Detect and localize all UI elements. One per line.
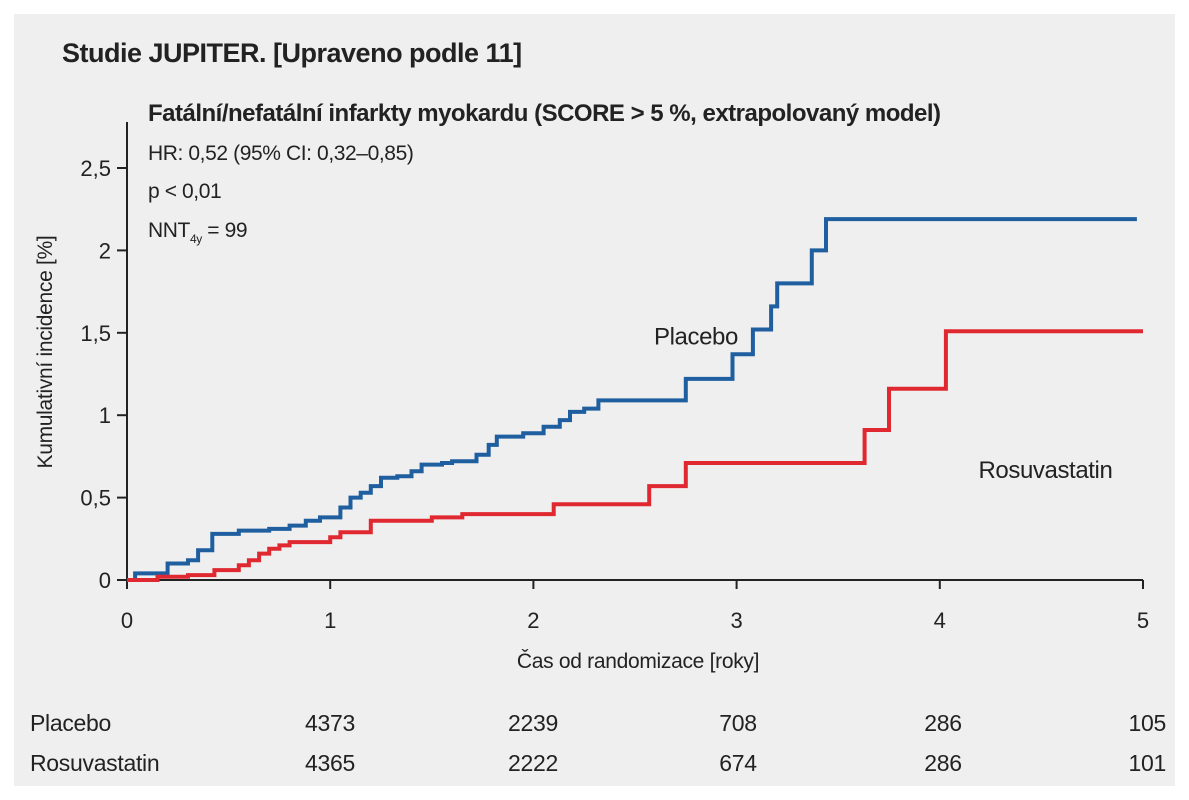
x-tick-label: 2	[527, 608, 539, 633]
number-at-risk-table: Placebo 4373 2239 708 286 105 Rosuvastatin 4365…	[30, 710, 1166, 776]
y-tick-label: 1,5	[80, 321, 111, 346]
series-lines	[127, 217, 1143, 582]
chart-subtitle: Fatální/nefatální infarkty myokardu (SCO…	[148, 100, 941, 127]
x-tick-label: 3	[730, 608, 742, 633]
nnt-value: NNT4y = 99	[148, 219, 247, 246]
y-tick-label: 2,5	[80, 156, 111, 181]
x-tick-label: 4	[934, 608, 946, 633]
risk-row-label-rosuvastatin: Rosuvastatin	[30, 750, 159, 776]
x-ticks: 0 1 2 3 4 5	[121, 580, 1149, 633]
chart-title: Studie JUPITER. [Upraveno podle 11]	[62, 38, 522, 68]
y-tick-label: 0	[99, 568, 111, 593]
hazard-ratio: HR: 0,52 (95% CI: 0,32–0,85)	[148, 142, 413, 165]
x-tick-label: 1	[324, 608, 336, 633]
risk-value-rosuvastatin: 674	[719, 750, 757, 776]
y-ticks: 0 0,5 1 1,5 2 2,5	[80, 156, 127, 593]
p-value: p < 0,01	[148, 180, 221, 203]
y-axis-label: Kumulativní incidence [%]	[34, 236, 57, 469]
risk-value-rosuvastatin: 286	[924, 750, 961, 776]
x-axis-label: Čas od randomizace [roky]	[517, 650, 759, 673]
y-tick-label: 0,5	[80, 486, 111, 511]
x-tick-label: 0	[121, 608, 133, 633]
risk-value-placebo: 4373	[305, 710, 355, 736]
x-tick-label: 5	[1137, 608, 1149, 633]
risk-value-rosuvastatin: 4365	[305, 750, 355, 776]
risk-value-placebo: 105	[1129, 710, 1166, 736]
rosuvastatin-series-label: Rosuvastatin	[978, 457, 1112, 484]
placebo-line	[127, 217, 1137, 582]
risk-value-placebo: 286	[924, 710, 961, 736]
placebo-series-label: Placebo	[654, 323, 738, 350]
risk-row-label-placebo: Placebo	[30, 710, 111, 736]
series-labels: Placebo Rosuvastatin	[654, 323, 1113, 484]
risk-value-rosuvastatin: 2222	[508, 750, 558, 776]
risk-value-rosuvastatin: 101	[1129, 750, 1166, 776]
y-tick-label: 2	[99, 238, 111, 263]
risk-value-placebo: 2239	[508, 710, 558, 736]
y-tick-label: 1	[99, 403, 111, 428]
chart-panel	[14, 14, 1175, 786]
risk-value-placebo: 708	[719, 710, 756, 736]
rosuvastatin-line	[127, 329, 1143, 582]
